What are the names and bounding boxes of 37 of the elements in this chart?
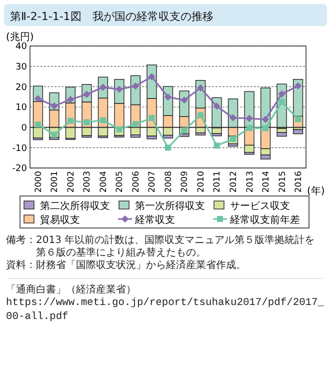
legend-label: サービス収支 [230, 200, 290, 212]
x-tick-label: 2012 [228, 171, 239, 193]
legend-label: 貿易収支 [40, 214, 80, 226]
y-tick-label: 0 [21, 123, 28, 134]
x-tick-label: 2000 [34, 171, 44, 193]
legend-label: 経常収支前年差 [229, 214, 300, 226]
legend-label: 第一次所得収支 [135, 200, 205, 212]
x-tick-label: 2002 [66, 171, 76, 193]
x-tick-label: 2015 [278, 171, 288, 193]
x-tick-label: 2013 [245, 171, 256, 193]
legend-label: 第二次所得収支 [40, 200, 110, 212]
x-tick-label: 2011 [212, 171, 223, 193]
x-tick-label: 2016 [294, 171, 304, 193]
x-tick-label: 2008 [164, 171, 174, 193]
text: 資料：財務省「国際収支状況」から経済産業省作成。 [6, 259, 246, 271]
y-tick-label: 20 [16, 82, 28, 93]
x-tick-label: 2014 [262, 171, 272, 193]
y-tick-label: -20 [12, 164, 28, 174]
x-tick-label: 2001 [50, 171, 60, 193]
y-tick-label: 30 [16, 62, 28, 72]
chart-title: 第Ⅱ-2-1-1-1図 我が国の経常収支の推移 [10, 10, 214, 23]
y-tick-label: 10 [16, 103, 28, 114]
text: 「通商白書」（経済産業省） [6, 284, 136, 296]
x-tick-label: 2009 [180, 171, 190, 193]
y-tick-label: -10 [12, 144, 28, 154]
x-tick-label: 2006 [131, 171, 142, 193]
y-tick-label: 40 [16, 42, 28, 52]
text: 備考：2013 年以前の計数は、国際収支マニュアル第５版準拠統計を第６版の基準により組み替えたもの。 [6, 234, 315, 258]
x-axis-title: (年) [307, 185, 325, 197]
x-tick-label: 2004 [98, 171, 109, 193]
y-axis-title: (兆円) [6, 31, 34, 43]
x-tick-label: 2005 [115, 171, 126, 193]
x-tick-label: 2010 [196, 171, 206, 193]
x-tick-label: 2007 [148, 171, 158, 193]
text: https://www.meti.go.jp/report/tsuhaku2017/pdf/2017_00-all.pdf [6, 297, 325, 323]
legend-label: 経常収支 [134, 214, 175, 226]
x-tick-label: 2003 [82, 171, 93, 193]
